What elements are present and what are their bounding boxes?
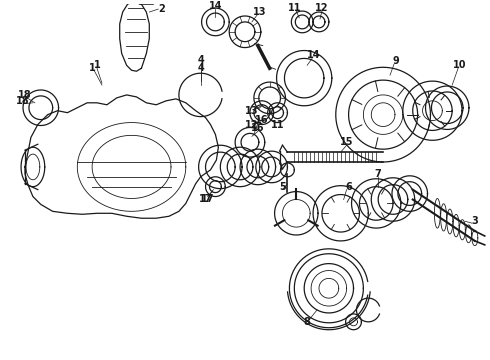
Text: 7: 7 [375,169,382,179]
Text: 12: 12 [245,120,259,130]
Text: 18: 18 [16,96,30,106]
Text: 3: 3 [471,216,478,226]
Text: 1: 1 [94,60,100,70]
Text: 13: 13 [245,106,259,116]
Text: 15: 15 [340,137,353,147]
Text: 17: 17 [201,194,214,203]
Text: 12: 12 [315,3,329,13]
Text: 5: 5 [279,182,286,192]
Text: 1: 1 [89,63,96,73]
Text: 10: 10 [453,60,467,70]
Text: 13: 13 [253,7,267,17]
Text: 16: 16 [255,114,269,125]
Text: 2: 2 [158,4,165,14]
Text: 11: 11 [271,120,284,130]
Text: 4: 4 [197,63,204,73]
Text: 17: 17 [199,194,212,204]
Text: 14: 14 [209,1,222,11]
Text: 18: 18 [18,90,32,100]
Text: 9: 9 [392,57,399,66]
Text: 16: 16 [251,123,265,134]
Text: 6: 6 [345,182,352,192]
Text: 4: 4 [197,55,204,66]
Text: 11: 11 [288,3,301,13]
Text: 14: 14 [307,50,321,60]
Text: 8: 8 [304,317,311,327]
